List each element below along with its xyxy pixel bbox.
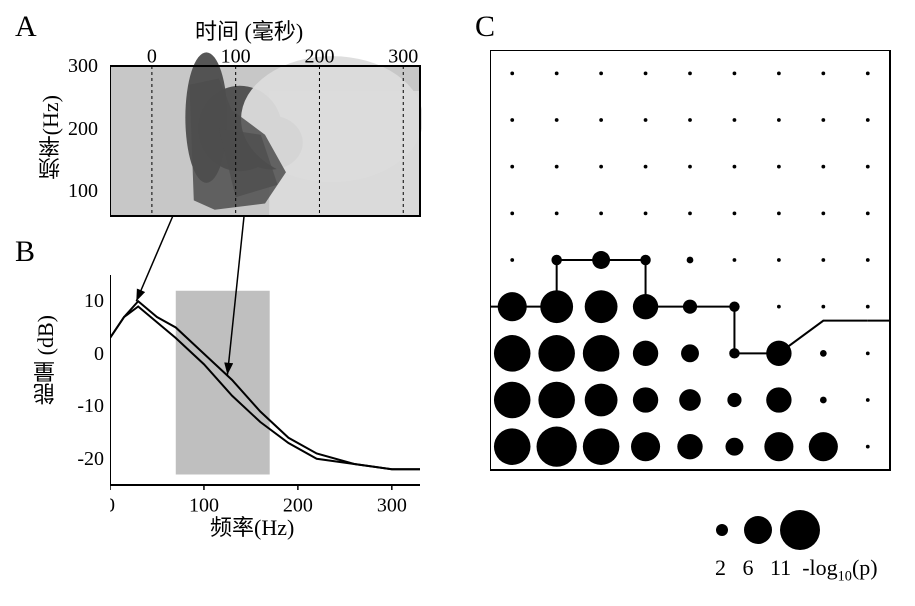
legend-arg: (p) [852,555,878,580]
panel-c-legend [700,505,880,555]
legend-suffix: -log [802,555,837,580]
arrow-overlay [0,0,500,520]
legend-sub: 10 [838,568,852,584]
legend-v2: 6 [743,555,754,580]
legend-v3: 11 [770,555,791,580]
legend-text: 2 6 11 -log10(p) [715,555,878,585]
figure-container: A 时间 (毫秒) 频率(Hz) 1002003000100200300 B 能… [0,0,915,606]
panel-c-bubble-grid [490,50,892,472]
legend-v1: 2 [715,555,726,580]
